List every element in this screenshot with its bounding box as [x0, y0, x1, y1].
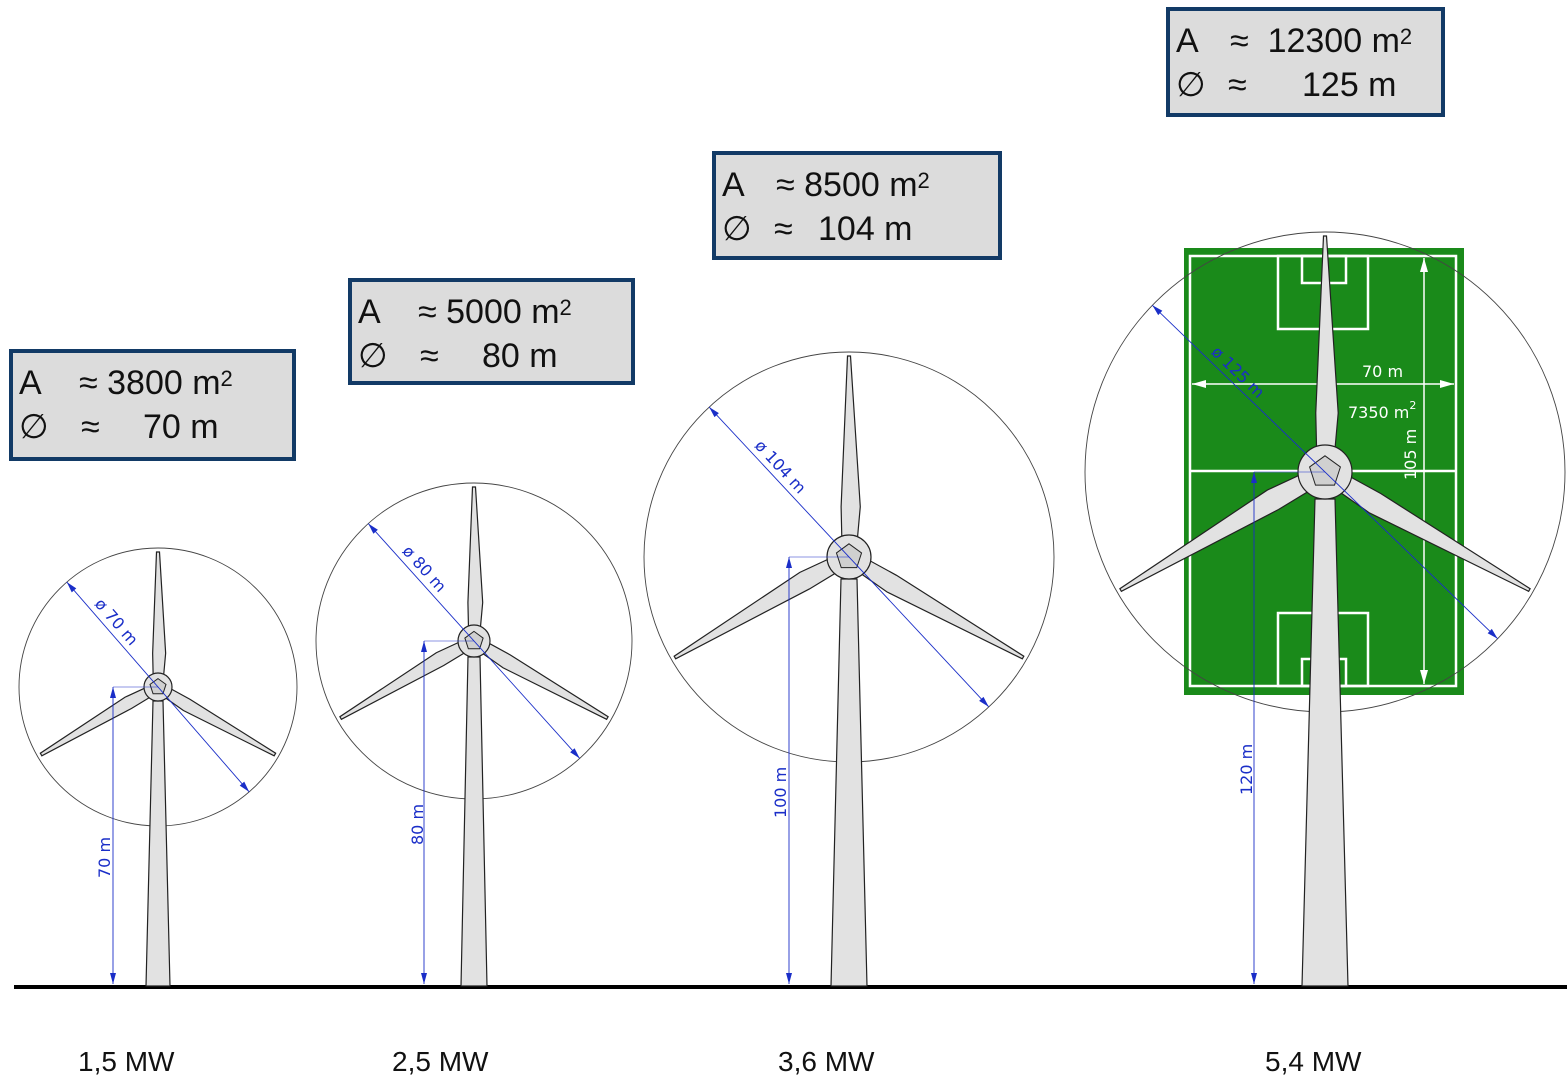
nacelle — [1309, 455, 1341, 486]
hub-height-label: 70 m — [95, 837, 114, 878]
power-label-turbine-2: 2,5 MW — [392, 1046, 489, 1077]
pitch-area-label: 7350 m2 — [1348, 399, 1416, 422]
power-label-turbine-1: 1,5 MW — [78, 1046, 175, 1077]
area-value: ≈ 12300 m2 — [1230, 22, 1413, 60]
info-box-turbine-1: A ≈ 3800 m2 ∅ ≈70 m — [9, 349, 296, 461]
diameter-symbol-icon: ∅ — [19, 408, 49, 446]
turbine-4: 120 mø 125 m — [1084, 231, 1566, 987]
tower — [145, 700, 171, 987]
turbine-1: 70 m ø 70 m — [18, 547, 298, 987]
diameter-value: 80 m — [482, 337, 558, 375]
diameter-symbol-icon: ∅ — [722, 210, 752, 248]
rotor-diameter-label: ø 80 m — [399, 542, 451, 596]
blade-1 — [152, 551, 167, 688]
rotor-diameter-dimension — [66, 581, 250, 793]
pitch-width-label: 70 m — [1362, 362, 1403, 381]
tower — [460, 656, 488, 987]
turbines-layer: 70 m ø 70 m 80 m ø 80 m 100 m ø 104 m 120 mø 1… — [18, 231, 1566, 987]
hub-height-label: 120 m — [1237, 744, 1256, 795]
diameter-symbol-icon: ∅ — [1176, 66, 1206, 104]
area-symbol: A — [358, 293, 381, 331]
area-symbol: A — [1176, 22, 1199, 60]
blade-1 — [467, 486, 484, 642]
area-symbol: A — [19, 364, 42, 402]
pitch-length-label: 105 m — [1401, 429, 1420, 480]
rotor-diameter-label: ø 70 m — [91, 594, 142, 649]
tower — [830, 578, 868, 987]
diameter-value: 125 m — [1302, 66, 1397, 104]
diameter-value: 70 m — [143, 408, 219, 446]
area-value: ≈ 8500 m2 — [776, 166, 930, 204]
diameter-symbol-icon: ∅ — [358, 337, 388, 375]
info-box-turbine-3: A ≈ 8500 m2 ∅ ≈104 m — [712, 151, 1002, 260]
info-box-turbine-2: A ≈ 5000 m2 ∅ ≈80 m — [348, 278, 635, 385]
blade-2 — [39, 682, 162, 757]
blade-3 — [844, 550, 1025, 660]
power-label-turbine-4: 5,4 MW — [1265, 1046, 1362, 1077]
power-label-turbine-3: 3,6 MW — [778, 1046, 875, 1077]
turbine-3: 100 m ø 104 m — [643, 351, 1055, 987]
turbine-2: 80 m ø 80 m — [315, 482, 633, 987]
rotor-diameter-dimension — [367, 523, 581, 759]
area-value: ≈ 3800 m2 — [79, 364, 233, 402]
blade-1 — [840, 355, 861, 558]
diameter-value: 104 m — [818, 210, 913, 248]
rotor-diameter-label: ø 104 m — [751, 436, 810, 497]
area-value: ≈ 5000 m2 — [418, 293, 572, 331]
blade-2 — [673, 550, 854, 660]
blade-3 — [154, 682, 277, 757]
rotor-diameter-dimension — [708, 406, 990, 708]
info-box-turbine-4: A ≈ 12300 m2 ∅ ≈125 m — [1166, 7, 1445, 117]
hub-height-label: 80 m — [408, 804, 427, 845]
area-symbol: A — [722, 166, 745, 204]
blade-2 — [339, 635, 478, 721]
rotor-diameter-dimension — [1152, 304, 1498, 640]
hub-height-label: 100 m — [771, 767, 790, 818]
blade-3 — [470, 635, 609, 721]
